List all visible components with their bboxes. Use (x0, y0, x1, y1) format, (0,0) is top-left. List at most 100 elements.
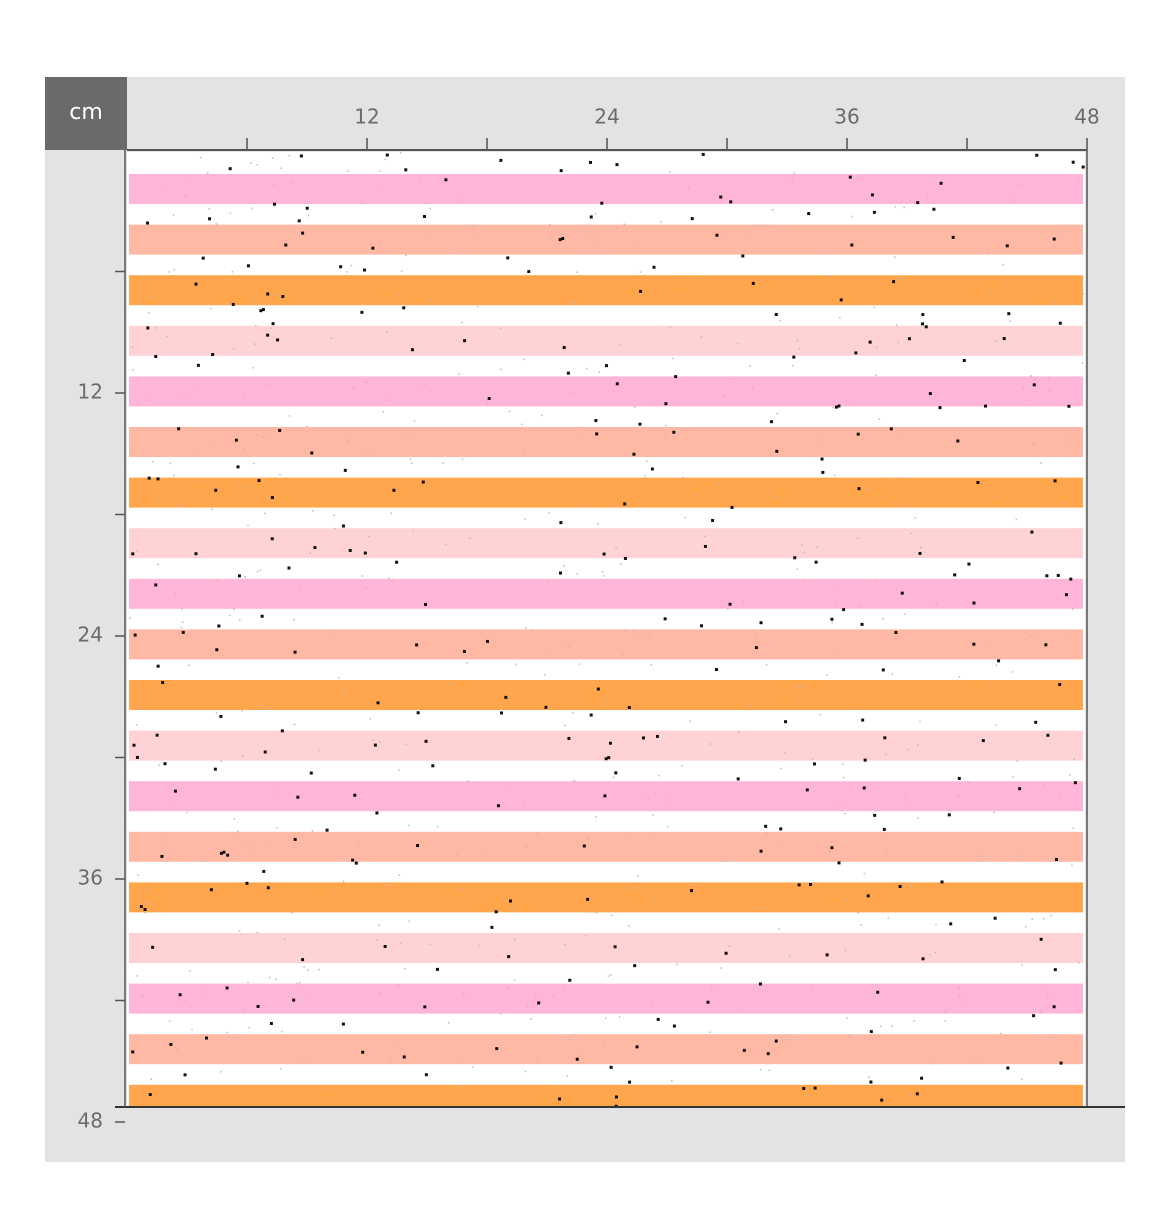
speckle (759, 1068, 762, 1071)
speckle (338, 676, 340, 679)
speckle (566, 371, 570, 375)
speckle (798, 348, 801, 350)
speckle (262, 705, 265, 707)
speckle (146, 326, 150, 330)
speckle (334, 893, 337, 895)
speckle (1048, 389, 1051, 392)
speckle (229, 614, 231, 617)
speckle (957, 795, 959, 798)
speckle (800, 685, 802, 688)
speckle (596, 239, 599, 242)
speckle (695, 493, 698, 496)
speckle (619, 563, 622, 565)
speckle (407, 824, 410, 827)
speckle (626, 834, 628, 837)
speckle (421, 480, 425, 484)
speckle (515, 663, 518, 666)
speckle (589, 713, 593, 717)
speckle (180, 626, 183, 629)
speckle (658, 774, 660, 777)
speckle (854, 351, 858, 355)
speckle (363, 268, 367, 272)
speckle (857, 176, 860, 178)
speckle (173, 474, 175, 477)
speckle (299, 588, 301, 591)
speckle (839, 298, 843, 302)
speckle (594, 419, 598, 423)
speckle (154, 354, 158, 358)
speckle (709, 743, 712, 745)
speckle (861, 718, 865, 722)
speckle (233, 818, 236, 820)
speckle (869, 1080, 873, 1084)
speckle (508, 899, 512, 903)
speckle (368, 535, 370, 538)
speckle (834, 405, 838, 409)
speckle (796, 701, 798, 703)
speckle (204, 1036, 208, 1040)
speckle (624, 630, 626, 632)
speckle (752, 907, 755, 910)
speckle (235, 483, 238, 486)
speckle (506, 256, 510, 260)
speckle (201, 256, 205, 260)
speckle (361, 575, 364, 577)
speckle (429, 299, 431, 301)
speckle (1067, 404, 1071, 408)
speckle (584, 934, 587, 937)
speckle (462, 649, 466, 653)
speckle (1030, 635, 1033, 638)
speckle (552, 994, 555, 997)
speckle (325, 1088, 328, 1091)
speckle (857, 912, 859, 914)
speckle (244, 576, 246, 578)
speckle (383, 944, 387, 948)
speckle (208, 217, 212, 221)
speckle (759, 621, 763, 625)
speckle (600, 201, 604, 205)
speckle (422, 215, 426, 219)
speckle (378, 170, 381, 172)
speckle (570, 301, 572, 304)
speckle (310, 451, 314, 455)
speckle (612, 776, 615, 779)
speckle (981, 739, 985, 743)
speckle (185, 811, 188, 814)
speckle (213, 767, 217, 771)
speckle (597, 522, 599, 525)
speckle (500, 327, 502, 330)
speckle (844, 949, 847, 952)
y-tick-label: 36 (78, 866, 103, 890)
speckle (820, 457, 824, 461)
speckle (586, 504, 588, 507)
speckle (1052, 1037, 1055, 1039)
speckle (1053, 301, 1055, 303)
speckle (889, 427, 893, 431)
speckle (494, 910, 498, 914)
speckle (346, 271, 349, 273)
speckle (759, 849, 763, 853)
y-tick-label: 48 (78, 1109, 103, 1133)
speckle (169, 805, 172, 807)
speckle (811, 986, 814, 989)
speckle (561, 237, 565, 241)
speckle (1006, 1066, 1010, 1070)
speckle (628, 1080, 632, 1084)
speckle (614, 771, 618, 775)
speckle (603, 575, 605, 577)
speckle (352, 387, 355, 389)
speckle (325, 828, 329, 832)
speckle (1052, 237, 1056, 241)
speckle (154, 583, 158, 587)
speckle (758, 982, 762, 986)
speckle (471, 1066, 474, 1068)
speckle (664, 424, 667, 427)
speckle (231, 302, 235, 306)
speckle (660, 221, 662, 223)
speckle (166, 336, 168, 338)
speckle (256, 931, 258, 934)
speckle (833, 474, 836, 477)
speckle (756, 225, 758, 227)
